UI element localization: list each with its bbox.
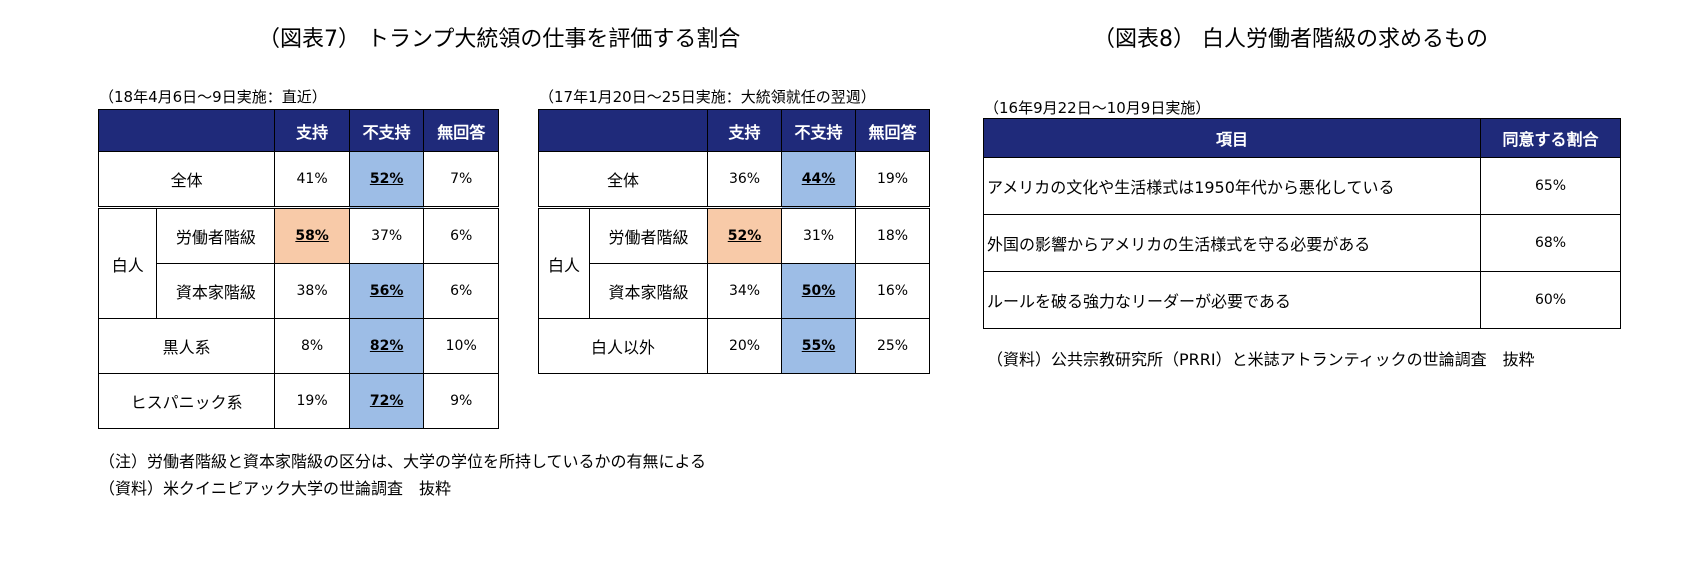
table-row: 資本家階級 34% 50% 16% (539, 263, 930, 319)
fig8-source: （資料）公共宗教研究所（PRRI）と米誌アトランティックの世論調査 抜粋 (987, 350, 1535, 369)
cell-support: 41% (274, 151, 350, 208)
fig7-right-caption: （17年1月20日～25日実施：大統領就任の翌週） (539, 88, 876, 106)
cell-no-answer: 25% (855, 318, 930, 374)
header-no-answer: 無回答 (423, 109, 499, 152)
row-item: アメリカの文化や生活様式は1950年代から悪化している (983, 157, 1481, 215)
header-item: 項目 (983, 118, 1481, 158)
row-label: 資本家階級 (156, 263, 276, 319)
cell-oppose: 82% (348, 318, 425, 374)
header-blank (538, 109, 708, 152)
header-oppose: 不支持 (781, 109, 856, 152)
row-label: 資本家階級 (589, 263, 708, 319)
table-row: アメリカの文化や生活様式は1950年代から悪化している 65% (983, 157, 1621, 215)
header-support: 支持 (707, 109, 782, 152)
table-row: 白人以外 20% 55% 25% (538, 318, 930, 374)
row-label: 白人以外 (538, 318, 708, 374)
table-row: 全体 36% 44% 19% (538, 151, 930, 208)
row-label: 全体 (97, 151, 276, 208)
fig8-title: （図表8） 白人労働者階級の求めるもの (1093, 27, 1488, 52)
fig8-caption: （16年9月22日～10月9日実施） (984, 99, 1211, 117)
cell-no-answer: 10% (423, 318, 499, 374)
cell-oppose: 52% (348, 151, 425, 208)
table-header-row: 支持 不支持 無回答 (97, 109, 499, 152)
header-support: 支持 (274, 109, 350, 152)
header-agree-rate: 同意する割合 (1480, 118, 1621, 158)
fig7-left-table: 支持 不支持 無回答 全体 41% 52% 7% 白人 労働者階級 58% 37… (97, 109, 499, 429)
row-label: ヒスパニック系 (97, 373, 276, 429)
group-label-white: 白人 (97, 206, 158, 319)
cell-oppose: 55% (781, 318, 856, 374)
cell-agree-rate: 65% (1480, 157, 1621, 215)
table-row: 外国の影響からアメリカの生活様式を守る必要がある 68% (983, 214, 1621, 272)
cell-support: 20% (707, 318, 782, 374)
cell-no-answer: 6% (423, 206, 499, 264)
header-oppose: 不支持 (348, 109, 425, 152)
row-label: 労働者階級 (589, 206, 708, 264)
cell-support: 19% (274, 373, 350, 429)
cell-support: 36% (707, 151, 782, 208)
row-label: 黒人系 (97, 318, 276, 374)
cell-no-answer: 9% (423, 373, 499, 429)
fig7-left-caption: （18年4月6日～9日実施：直近） (99, 88, 327, 106)
cell-support: 52% (707, 206, 782, 264)
cell-no-answer: 19% (855, 151, 930, 208)
header-no-answer: 無回答 (855, 109, 930, 152)
cell-agree-rate: 68% (1480, 214, 1621, 272)
table-row: 全体 41% 52% 7% (97, 151, 499, 208)
fig8-table: 項目 同意する割合 アメリカの文化や生活様式は1950年代から悪化している 65… (983, 118, 1621, 329)
fig7-right-table: 支持 不支持 無回答 全体 36% 44% 19% 白人 労働者階級 52% 3… (538, 109, 930, 374)
row-label: 全体 (538, 151, 708, 208)
fig7-note: （注）労働者階級と資本家階級の区分は、大学の学位を所持しているかの有無による (99, 452, 707, 471)
header-blank (97, 109, 276, 152)
cell-oppose: 72% (348, 373, 425, 429)
cell-no-answer: 7% (423, 151, 499, 208)
cell-support: 34% (707, 263, 782, 319)
fig7-title: （図表7） トランプ大統領の仕事を評価する割合 (258, 27, 741, 52)
cell-no-answer: 18% (855, 206, 930, 264)
cell-oppose: 37% (348, 206, 425, 264)
cell-oppose: 50% (781, 263, 856, 319)
cell-support: 38% (274, 263, 350, 319)
row-item: ルールを破る強力なリーダーが必要である (983, 271, 1481, 329)
cell-no-answer: 16% (855, 263, 930, 319)
table-row: ヒスパニック系 19% 72% 9% (97, 373, 499, 429)
table-row: 資本家階級 38% 56% 6% (99, 263, 499, 319)
table-row: 黒人系 8% 82% 10% (97, 318, 499, 374)
table-row: ルールを破る強力なリーダーが必要である 60% (983, 271, 1621, 329)
cell-oppose: 44% (781, 151, 856, 208)
table-row: 白人 労働者階級 58% 37% 6% (97, 206, 499, 319)
table-header-row: 項目 同意する割合 (983, 118, 1621, 158)
table-row: 白人 労働者階級 52% 31% 18% (538, 206, 930, 319)
cell-oppose: 31% (781, 206, 856, 264)
row-label: 労働者階級 (156, 206, 276, 264)
table-header-row: 支持 不支持 無回答 (538, 109, 930, 152)
group-label-white: 白人 (538, 206, 590, 319)
cell-support: 58% (274, 206, 350, 264)
cell-support: 8% (274, 318, 350, 374)
fig7-source: （資料）米クイニピアック大学の世論調査 抜粋 (99, 479, 452, 498)
cell-oppose: 56% (348, 263, 425, 319)
row-item: 外国の影響からアメリカの生活様式を守る必要がある (983, 214, 1481, 272)
cell-no-answer: 6% (423, 263, 499, 319)
cell-agree-rate: 60% (1480, 271, 1621, 329)
